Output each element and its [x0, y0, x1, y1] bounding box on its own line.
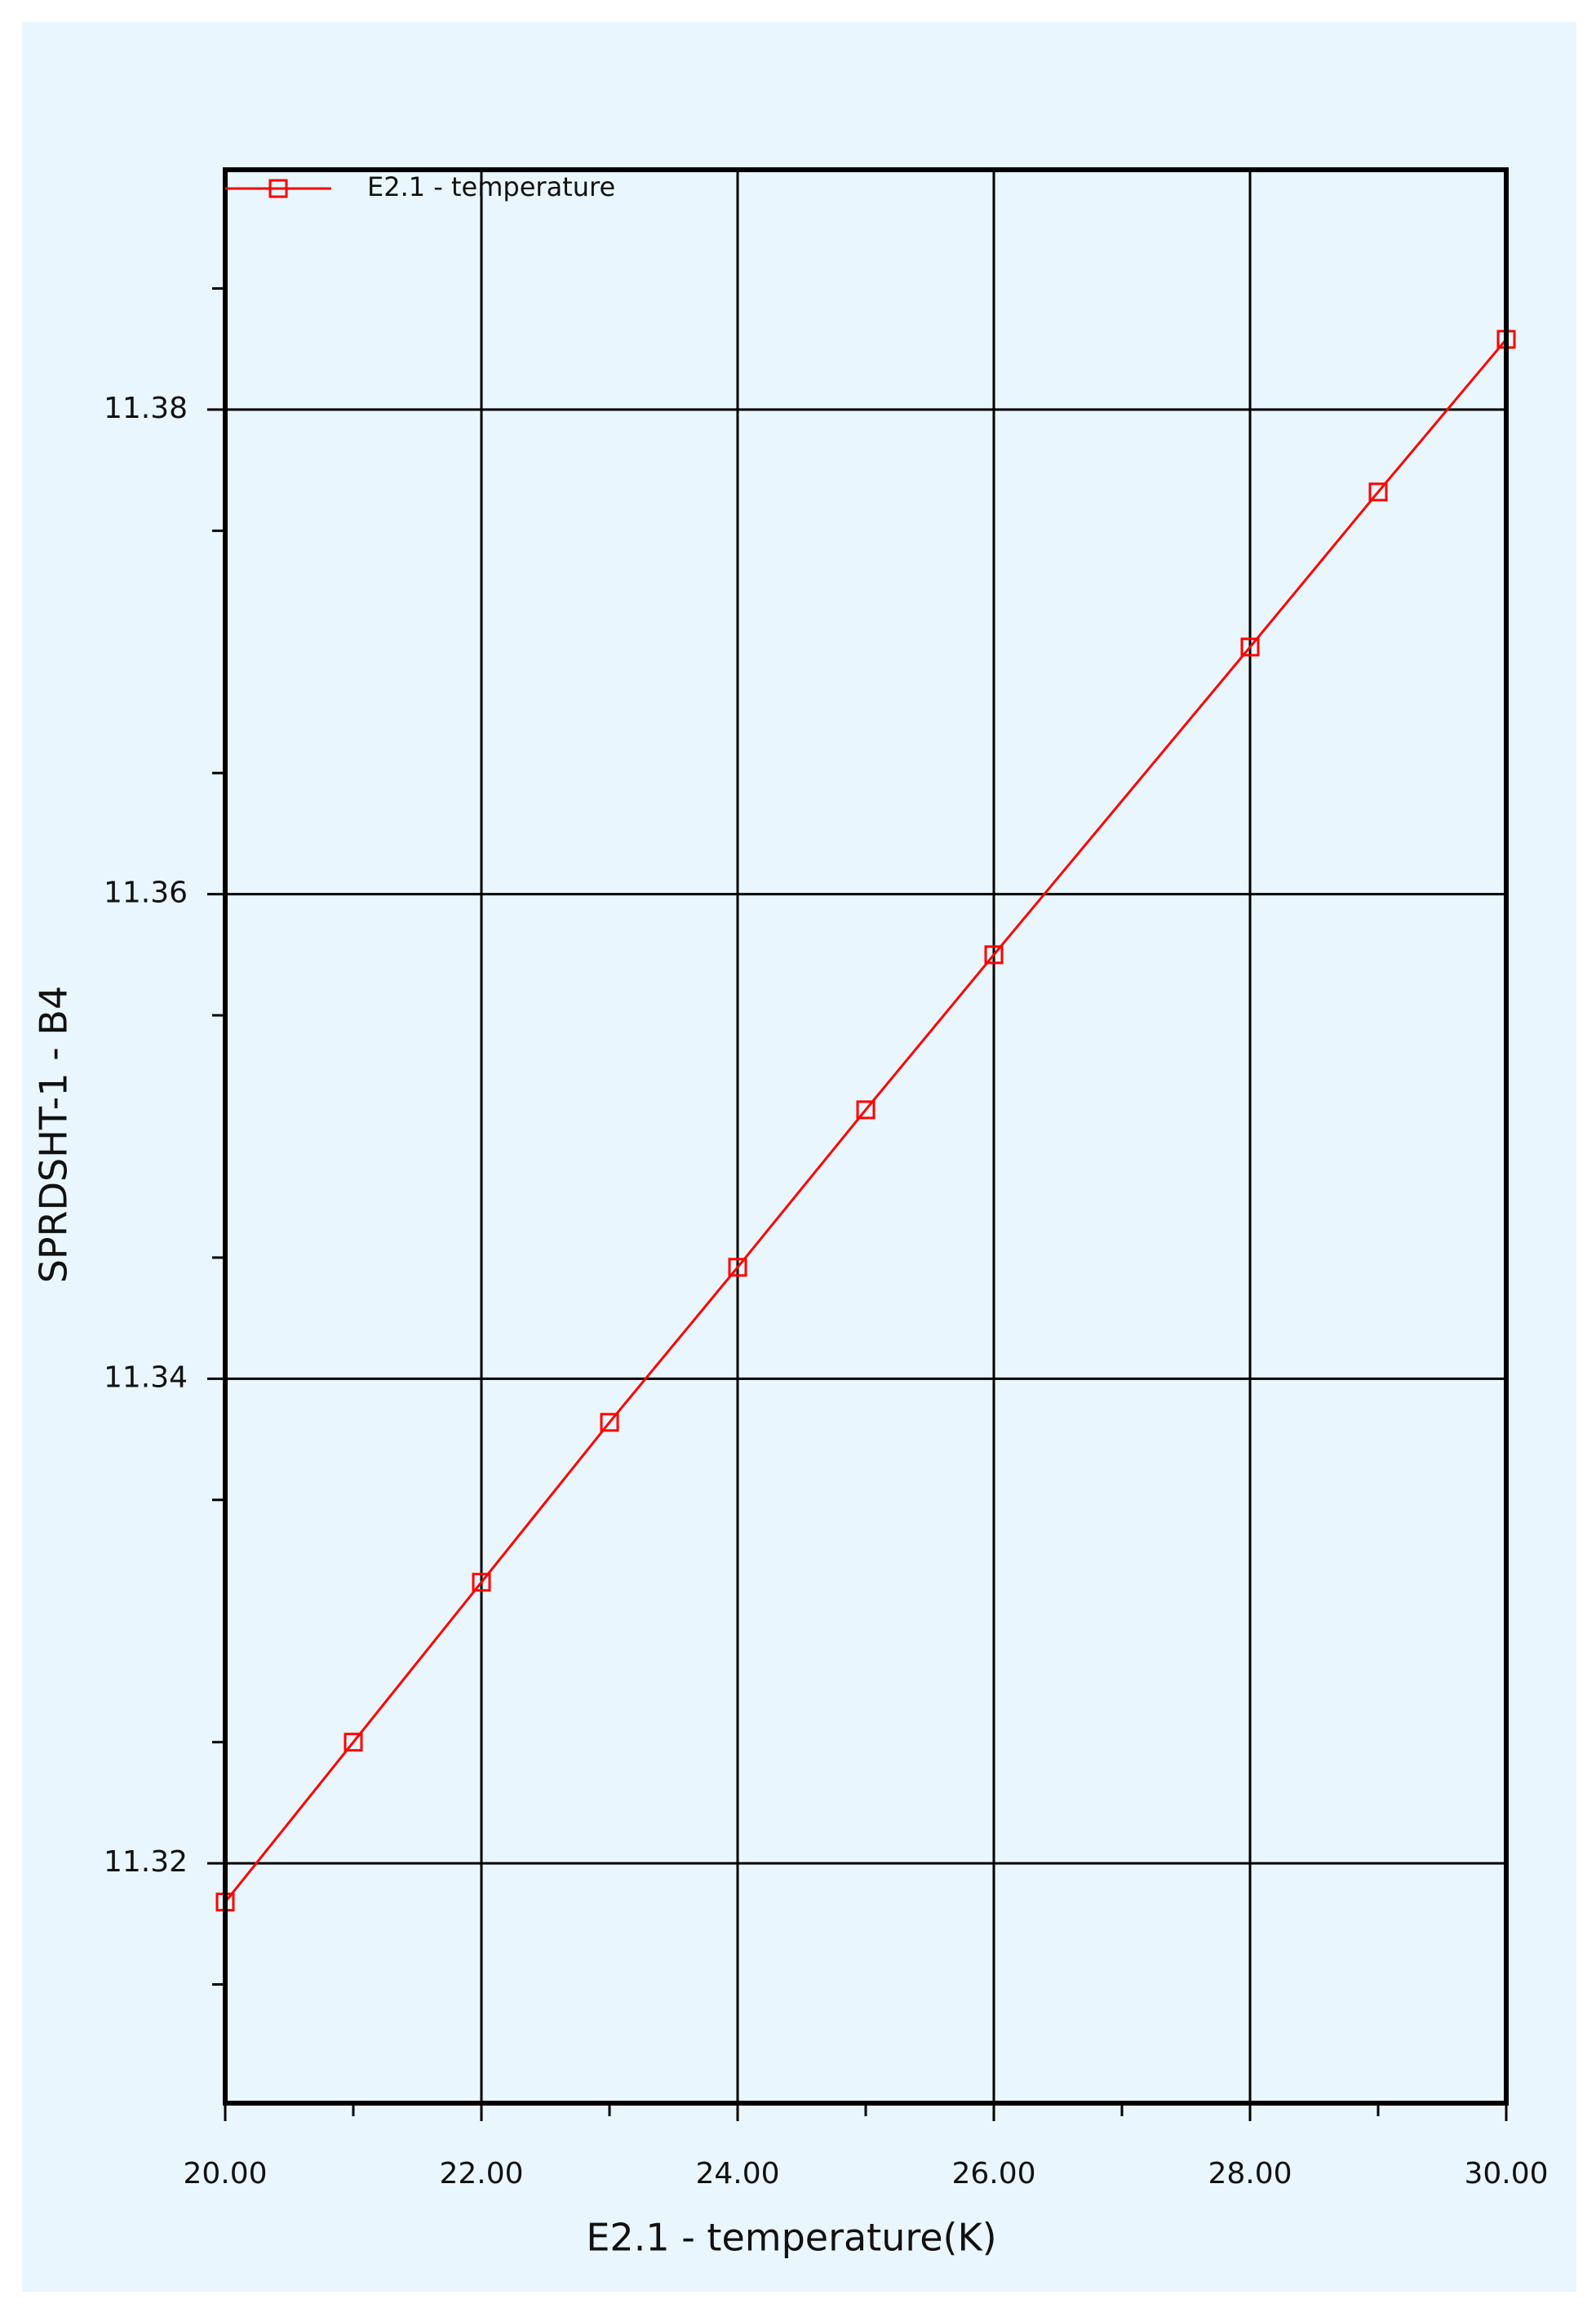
y-axis-label: SPRDSHT-1 - B4 — [32, 986, 76, 1284]
point-marker — [984, 945, 1004, 965]
point-marker — [1240, 637, 1260, 657]
x-axis-label: E2.1 - temperature(K) — [586, 2216, 996, 2260]
point-marker — [856, 1100, 876, 1120]
legend-label: E2.1 - temperature — [367, 171, 615, 202]
point-marker — [728, 1258, 747, 1277]
y-tick-label: 11.34 — [104, 1360, 188, 1394]
x-tick-label: 26.00 — [951, 2157, 1035, 2190]
point-marker — [600, 1413, 619, 1432]
point-marker — [472, 1573, 491, 1592]
legend-marker — [268, 179, 288, 198]
series-line — [224, 338, 1508, 1903]
y-tick-label: 11.32 — [104, 1845, 188, 1879]
plot-area — [225, 170, 1506, 2103]
x-tick-label: 30.00 — [1464, 2157, 1548, 2190]
x-tick-label: 24.00 — [695, 2157, 779, 2190]
y-tick-label: 11.38 — [104, 392, 188, 425]
y-tick-label: 11.36 — [104, 877, 188, 910]
x-tick-label: 22.00 — [439, 2157, 523, 2190]
marks — [215, 330, 1516, 1912]
point-marker — [344, 1733, 363, 1752]
x-tick-label: 20.00 — [183, 2157, 267, 2190]
point-marker — [1368, 482, 1388, 502]
x-tick-label: 28.00 — [1208, 2157, 1292, 2190]
